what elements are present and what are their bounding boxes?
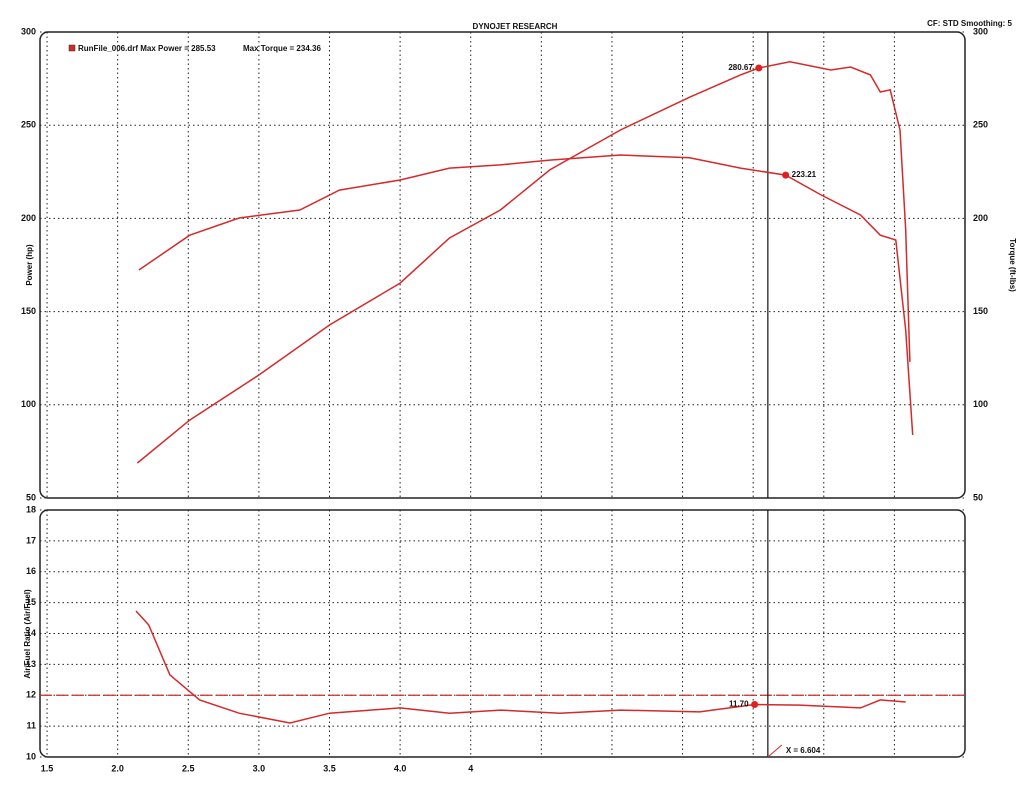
x-tick-label: 3.0	[253, 763, 266, 773]
y-tick-label: 14	[26, 628, 36, 638]
y-tick-label: 15	[26, 597, 36, 607]
y-tick-label: 250	[21, 120, 36, 130]
chart-title: DYNOJET RESEARCH	[473, 22, 558, 31]
y-tick-label: 150	[21, 306, 36, 316]
y-tick-label: 300	[21, 26, 36, 36]
y2-tick-label: 150	[973, 306, 988, 316]
y2-tick-label: 50	[973, 492, 983, 502]
y-axis-label: Air/Fuel Ratio (Air/Fuel)	[23, 589, 32, 679]
y-tick-label: 12	[26, 690, 36, 700]
annotation-label: 11.70	[729, 700, 749, 709]
y-tick-label: 18	[26, 504, 36, 514]
x-tick-label: 4	[468, 763, 473, 773]
annotation-marker	[751, 701, 759, 709]
y-tick-label: 16	[26, 566, 36, 576]
y-tick-label: 13	[26, 659, 36, 669]
cursor-leader	[767, 744, 783, 758]
annotation-marker	[782, 171, 790, 179]
annotation-label: 223.21	[792, 170, 817, 179]
y2-tick-label: 100	[973, 399, 988, 409]
legend-swatch	[68, 44, 76, 52]
data-line	[138, 154, 914, 436]
subtitle: CF: STD Smoothing: 5	[927, 19, 1012, 28]
data-line	[135, 610, 906, 724]
y-tick-label: 17	[26, 535, 36, 545]
y-axis-label: Power (hp)	[25, 244, 34, 286]
x-tick-label: 2.5	[182, 763, 195, 773]
y-tick-label: 50	[26, 492, 36, 502]
annotation-label: 280.67	[728, 63, 753, 72]
x-tick-label: 2.0	[111, 763, 124, 773]
y-tick-label: 100	[21, 399, 36, 409]
y2-tick-label: 300	[973, 26, 988, 36]
legend-text: RunFile_006.drf Max Power = 285.53	[78, 44, 216, 53]
y2-tick-label: 200	[973, 213, 988, 223]
legend-text: Max Torque = 234.36	[243, 44, 321, 53]
x-tick-label: 1.5	[41, 763, 54, 773]
y-tick-label: 11	[26, 721, 36, 731]
y2-axis-label: Torque (ft-lbs)	[1008, 238, 1017, 292]
cursor-label: X = 6.604	[786, 746, 821, 755]
x-tick-label: 4.0	[394, 763, 407, 773]
y2-tick-label: 250	[973, 120, 988, 130]
annotation-marker	[755, 64, 763, 72]
x-tick-label: 3.5	[323, 763, 336, 773]
top-plot-frame	[39, 31, 966, 499]
y-tick-label: 200	[21, 213, 36, 223]
y-tick-label: 10	[26, 751, 36, 761]
data-line	[136, 61, 911, 464]
